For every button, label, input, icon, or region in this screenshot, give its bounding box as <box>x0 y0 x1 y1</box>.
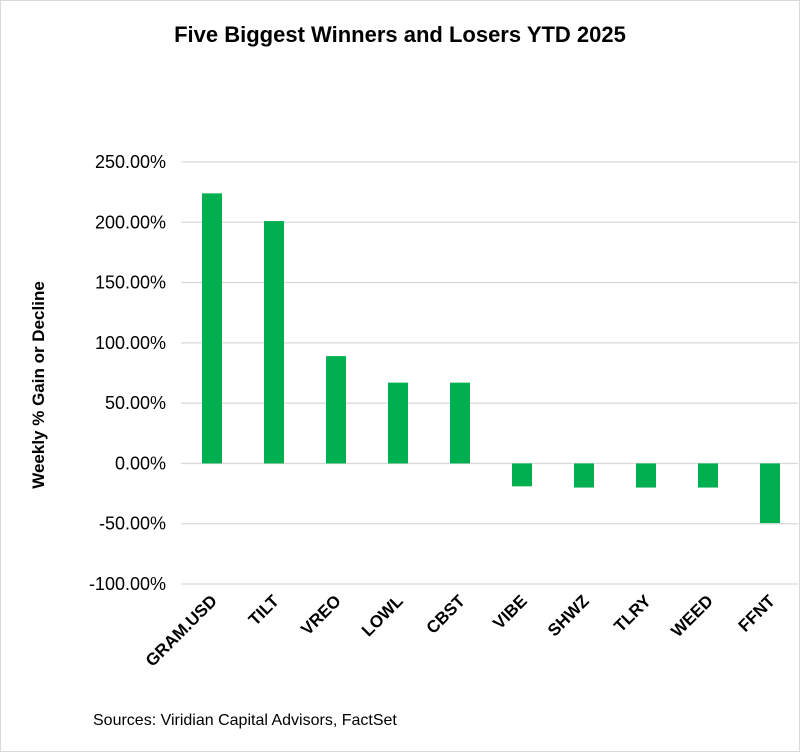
bar-vibe <box>512 463 532 487</box>
bar-cbst <box>450 382 470 464</box>
y-axis-label: Weekly % Gain or Decline <box>29 281 48 489</box>
x-tick-label: VREO <box>297 591 345 639</box>
y-tick-label: -50.00% <box>99 514 166 534</box>
x-tick-label: GRAM.USD <box>142 591 221 670</box>
y-tick-label: 150.00% <box>95 273 166 293</box>
source-note: Sources: Viridian Capital Advisors, Fact… <box>93 712 397 729</box>
bar-gram-usd <box>202 193 222 464</box>
x-tick-label: TILT <box>245 591 283 629</box>
x-tick-label: CBST <box>423 591 470 638</box>
x-tick-label: FFNT <box>735 591 780 636</box>
y-tick-label: 100.00% <box>95 333 166 353</box>
bar-tilt <box>264 221 284 464</box>
y-tick-label: -100.00% <box>89 574 166 594</box>
chart-title: Five Biggest Winners and Losers YTD 2025 <box>174 22 626 47</box>
x-tick-label: SHWZ <box>544 591 593 640</box>
x-tick-label: VIBE <box>489 591 530 632</box>
x-tick-label: WEED <box>667 591 716 640</box>
y-tick-label: 250.00% <box>95 152 166 172</box>
bar-tlry <box>636 463 656 488</box>
bar-vreo <box>326 356 346 464</box>
bar-weed <box>698 463 718 488</box>
bar-shwz <box>574 463 594 488</box>
y-tick-label: 200.00% <box>95 212 166 232</box>
bar-lowl <box>388 382 408 464</box>
x-tick-label: TLRY <box>610 591 655 636</box>
x-tick-label: LOWL <box>358 591 407 640</box>
y-tick-label: 50.00% <box>105 393 166 413</box>
y-tick-label: 0.00% <box>115 453 166 473</box>
bar-ffnt <box>760 463 780 524</box>
